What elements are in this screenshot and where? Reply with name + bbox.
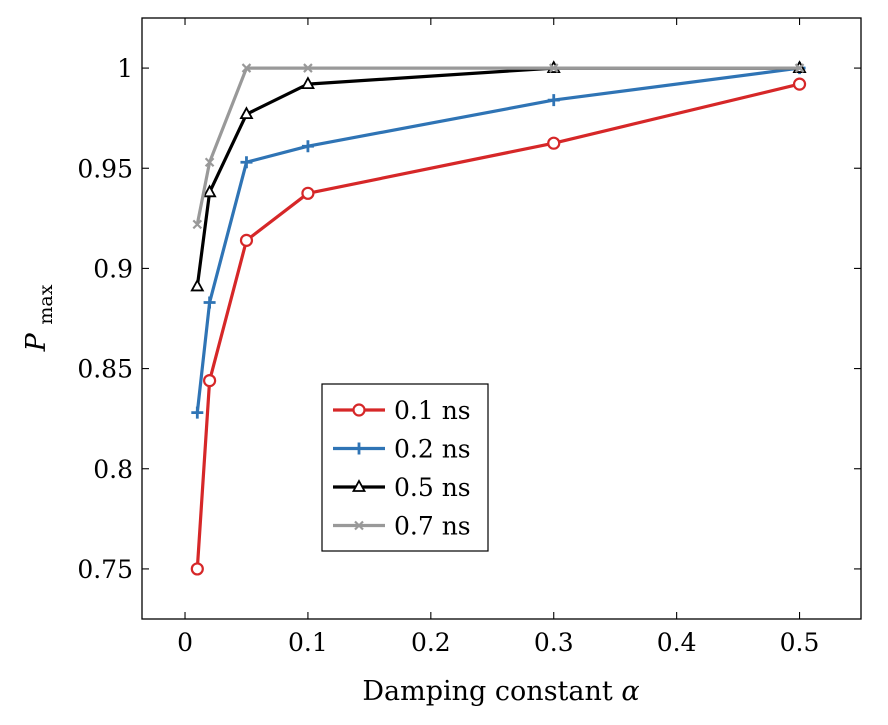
x-tick-label: 0 bbox=[177, 628, 193, 657]
y-tick-label: 0.8 bbox=[93, 455, 133, 484]
legend-item: 0.5 ns bbox=[333, 473, 471, 502]
data-point bbox=[204, 157, 215, 168]
series-layer bbox=[190, 60, 807, 576]
legend-label: 0.5 ns bbox=[394, 473, 471, 502]
x-tick-label: 0.5 bbox=[780, 628, 820, 657]
y-tick-label: 0.85 bbox=[77, 355, 133, 384]
y-tick-label: 0.9 bbox=[93, 254, 133, 283]
series-line bbox=[195, 66, 800, 225]
y-tick-label: 1 bbox=[117, 54, 133, 83]
data-point bbox=[794, 63, 805, 73]
legend-label: 0.7 ns bbox=[394, 512, 471, 541]
y-axis-ticks: 0.75 0.8 0.85 0.9 0.95 1 bbox=[77, 54, 861, 584]
legend-swatch-marker bbox=[353, 442, 365, 455]
legend-item: 0.7 ns bbox=[333, 512, 471, 541]
data-point bbox=[202, 184, 217, 198]
y-axis-title: P max bbox=[21, 284, 57, 352]
legend: 0.1 ns 0.2 ns 0.5 ns 0.7 ns bbox=[321, 383, 489, 552]
plot-frame bbox=[141, 17, 862, 620]
legend-label: 0.2 ns bbox=[394, 435, 471, 464]
x-tick-label: 0.3 bbox=[534, 628, 574, 657]
data-point bbox=[792, 77, 807, 91]
data-point bbox=[240, 156, 253, 169]
y-tick-label: 0.95 bbox=[77, 154, 133, 183]
data-point bbox=[239, 106, 254, 120]
data-point bbox=[300, 76, 315, 90]
x-axis-ticks: 0 0.1 0.2 0.3 0.4 0.5 bbox=[177, 18, 819, 657]
data-point bbox=[303, 63, 313, 73]
data-point bbox=[241, 63, 252, 73]
series-1 bbox=[191, 62, 806, 419]
series-line bbox=[195, 66, 800, 413]
series-2 bbox=[190, 60, 807, 292]
x-tick-label: 0.1 bbox=[288, 628, 328, 657]
data-point bbox=[547, 94, 560, 107]
data-point bbox=[239, 233, 254, 247]
series-3 bbox=[192, 63, 805, 230]
legend-item: 0.1 ns bbox=[333, 396, 471, 425]
legend-item: 0.2 ns bbox=[333, 435, 471, 464]
data-point bbox=[202, 374, 217, 388]
data-point bbox=[203, 296, 216, 309]
legend-box bbox=[321, 383, 489, 552]
y-axis-title-main: P bbox=[21, 332, 52, 352]
data-point bbox=[548, 63, 559, 73]
data-point bbox=[547, 136, 561, 150]
series-0 bbox=[190, 77, 807, 576]
legend-label: 0.1 ns bbox=[394, 396, 471, 425]
x-axis-title: Damping constant α bbox=[362, 676, 639, 707]
legend-swatch-marker bbox=[354, 520, 364, 531]
x-tick-label: 0.2 bbox=[411, 628, 451, 657]
data-point bbox=[191, 406, 204, 419]
x-axis-title-text: Damping constant bbox=[362, 676, 612, 707]
data-point bbox=[192, 219, 203, 230]
x-axis-title-symbol: α bbox=[621, 676, 639, 707]
y-axis-title-sub: max bbox=[35, 284, 57, 324]
data-point bbox=[301, 186, 315, 200]
series-line bbox=[195, 82, 800, 570]
series-line bbox=[195, 66, 800, 287]
y-tick-label: 0.75 bbox=[77, 555, 133, 584]
data-point bbox=[301, 140, 314, 153]
data-point bbox=[190, 562, 204, 576]
legend-swatch-marker bbox=[351, 479, 367, 492]
legend-swatch-marker bbox=[352, 403, 366, 417]
data-point bbox=[190, 278, 205, 292]
x-tick-label: 0.4 bbox=[657, 628, 697, 657]
